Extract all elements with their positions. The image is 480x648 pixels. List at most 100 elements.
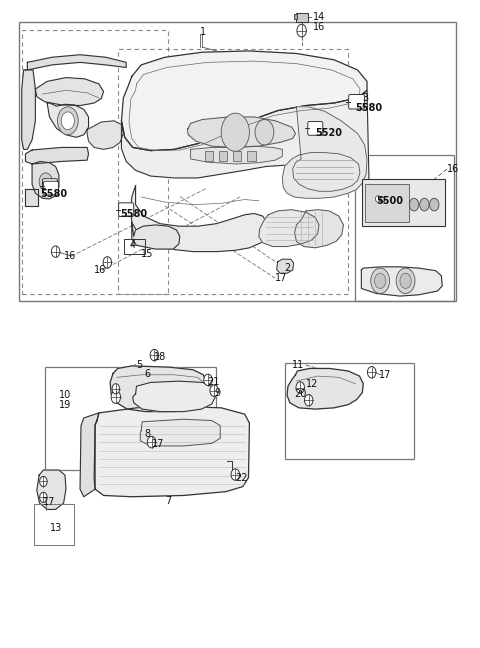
Bar xyxy=(124,239,145,254)
Polygon shape xyxy=(32,161,59,199)
Text: 5520: 5520 xyxy=(315,128,342,139)
Polygon shape xyxy=(133,381,216,411)
Polygon shape xyxy=(110,366,207,411)
Polygon shape xyxy=(132,222,180,249)
Text: 14: 14 xyxy=(313,12,325,21)
Text: 13: 13 xyxy=(50,524,62,533)
Bar xyxy=(34,503,74,545)
Text: 10: 10 xyxy=(59,390,71,400)
Circle shape xyxy=(297,24,306,37)
Circle shape xyxy=(147,436,156,448)
Polygon shape xyxy=(121,51,367,150)
Text: 5580: 5580 xyxy=(355,103,383,113)
Text: 5580: 5580 xyxy=(40,189,67,200)
Circle shape xyxy=(103,257,111,268)
Text: 12: 12 xyxy=(306,378,318,389)
Text: 5580: 5580 xyxy=(120,209,147,218)
Text: 16: 16 xyxy=(64,251,76,261)
Text: 16: 16 xyxy=(447,164,459,174)
Text: 11: 11 xyxy=(292,360,304,370)
Circle shape xyxy=(375,196,380,202)
Polygon shape xyxy=(287,369,363,409)
FancyBboxPatch shape xyxy=(119,203,134,216)
Text: 20: 20 xyxy=(294,389,306,399)
Polygon shape xyxy=(87,121,123,150)
Circle shape xyxy=(112,384,120,394)
Polygon shape xyxy=(37,470,66,509)
Circle shape xyxy=(368,367,376,378)
Bar xyxy=(22,30,168,294)
Text: 1: 1 xyxy=(200,27,206,37)
Polygon shape xyxy=(25,148,88,164)
Polygon shape xyxy=(22,70,36,150)
Bar xyxy=(118,49,348,294)
Bar xyxy=(362,179,444,226)
Circle shape xyxy=(204,374,212,386)
Bar xyxy=(296,13,308,22)
Text: 17: 17 xyxy=(275,273,288,283)
Text: 3: 3 xyxy=(362,93,369,103)
Text: 22: 22 xyxy=(235,472,248,483)
Text: 8: 8 xyxy=(144,430,151,439)
Circle shape xyxy=(374,273,386,288)
Polygon shape xyxy=(80,413,99,497)
Bar xyxy=(19,22,456,301)
Circle shape xyxy=(61,112,74,130)
Polygon shape xyxy=(295,210,344,248)
Polygon shape xyxy=(191,146,282,164)
Text: 6: 6 xyxy=(144,369,151,378)
Polygon shape xyxy=(121,90,370,198)
Circle shape xyxy=(296,382,304,393)
Polygon shape xyxy=(47,103,88,137)
Bar xyxy=(285,364,414,459)
Circle shape xyxy=(39,173,52,191)
Text: 17: 17 xyxy=(379,370,391,380)
FancyBboxPatch shape xyxy=(42,179,58,192)
Circle shape xyxy=(210,385,218,397)
Text: 7: 7 xyxy=(165,496,171,505)
Polygon shape xyxy=(259,210,319,246)
Bar xyxy=(247,151,255,161)
Circle shape xyxy=(51,246,60,257)
Text: 17: 17 xyxy=(43,497,56,507)
Text: 9: 9 xyxy=(214,388,220,398)
Circle shape xyxy=(304,395,313,406)
Circle shape xyxy=(40,476,47,487)
Circle shape xyxy=(111,391,120,403)
Polygon shape xyxy=(276,259,294,273)
Text: 4: 4 xyxy=(130,240,135,250)
Circle shape xyxy=(396,268,415,294)
Circle shape xyxy=(221,113,250,151)
Bar xyxy=(355,155,454,301)
Bar xyxy=(45,367,216,470)
Text: 16: 16 xyxy=(313,22,325,32)
Text: 21: 21 xyxy=(207,377,219,388)
Circle shape xyxy=(255,119,274,145)
Circle shape xyxy=(400,273,411,288)
Circle shape xyxy=(58,107,78,135)
Text: 15: 15 xyxy=(141,249,154,259)
Polygon shape xyxy=(94,406,250,497)
Polygon shape xyxy=(282,107,367,198)
Polygon shape xyxy=(361,267,442,296)
Bar xyxy=(204,151,213,161)
Circle shape xyxy=(430,198,439,211)
Bar xyxy=(233,151,241,161)
Polygon shape xyxy=(25,189,38,206)
Text: 5500: 5500 xyxy=(376,196,403,207)
Text: 2: 2 xyxy=(285,263,291,273)
Circle shape xyxy=(371,268,390,294)
Polygon shape xyxy=(131,185,268,251)
Circle shape xyxy=(420,198,429,211)
Bar xyxy=(365,184,409,222)
Bar xyxy=(219,151,228,161)
Text: 17: 17 xyxy=(152,439,165,449)
Circle shape xyxy=(150,349,158,361)
Polygon shape xyxy=(27,54,126,70)
Text: 5: 5 xyxy=(136,360,143,369)
FancyBboxPatch shape xyxy=(348,95,365,109)
Circle shape xyxy=(231,469,240,480)
FancyBboxPatch shape xyxy=(308,122,323,135)
Polygon shape xyxy=(36,78,104,106)
Text: 18: 18 xyxy=(155,352,167,362)
